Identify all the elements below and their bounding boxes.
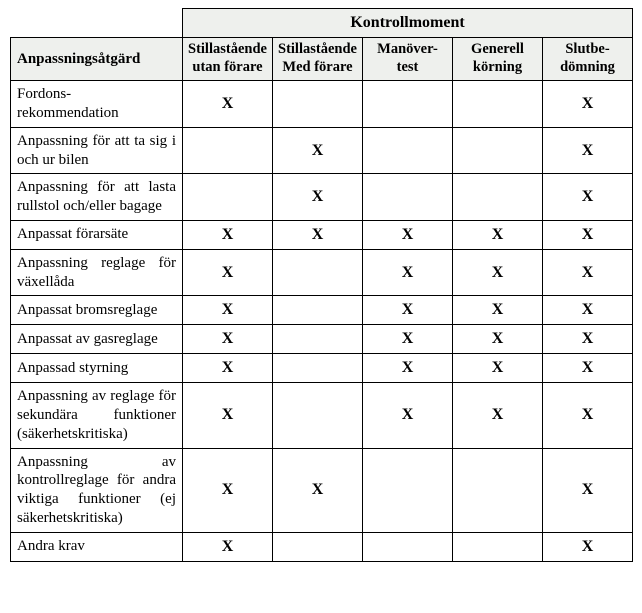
mark-cell <box>453 81 543 128</box>
mark-cell <box>363 448 453 532</box>
col-head-1-line2: Med förare <box>282 59 352 75</box>
mark-cell: X <box>183 81 273 128</box>
row-label: Fordons-rekommendation <box>11 81 183 128</box>
mark-cell <box>363 127 453 174</box>
mark-cell: X <box>543 325 633 354</box>
mark-cell: X <box>363 220 453 249</box>
col-head-4-line2: dömning <box>560 59 615 75</box>
mark-cell: X <box>183 249 273 296</box>
mark-cell <box>453 127 543 174</box>
mark-cell <box>273 296 363 325</box>
table-row: Anpassat förarsäteXXXXX <box>11 220 633 249</box>
mark-cell: X <box>273 127 363 174</box>
kontrollmoment-table: Kontrollmoment Anpassningsåtgärd Stillas… <box>10 8 633 562</box>
row-label: Andra krav <box>11 532 183 561</box>
table-row: Andra kravXX <box>11 532 633 561</box>
mark-cell <box>453 174 543 221</box>
mark-cell: X <box>543 249 633 296</box>
col-head-0-line2: utan förare <box>192 59 262 75</box>
table-row: Anpassning för att lasta rullstol och/el… <box>11 174 633 221</box>
mark-cell: X <box>273 220 363 249</box>
col-head-0-line1: Stillastående <box>188 41 267 57</box>
mark-cell: X <box>183 532 273 561</box>
table-body: Fordons-rekommendationXXAnpassning för a… <box>11 81 633 561</box>
mark-cell: X <box>363 249 453 296</box>
mark-cell: X <box>363 383 453 448</box>
mark-cell: X <box>543 383 633 448</box>
table-row: Anpassning av reglage för sekundära funk… <box>11 383 633 448</box>
mark-cell: X <box>453 383 543 448</box>
mark-cell: X <box>183 296 273 325</box>
mark-cell <box>453 448 543 532</box>
col-head-3-line1: Generell <box>471 41 524 57</box>
header-row: Anpassningsåtgärd Stillastående utan för… <box>11 38 633 81</box>
table-row: Anpassning reglage för växellådaXXXX <box>11 249 633 296</box>
mark-cell: X <box>543 81 633 128</box>
mark-cell: X <box>183 354 273 383</box>
mark-cell: X <box>363 325 453 354</box>
mark-cell: X <box>183 448 273 532</box>
row-label: Anpassning reglage för växellåda <box>11 249 183 296</box>
row-header-title: Anpassningsåtgärd <box>11 38 183 81</box>
row-label: Anpassning för att ta sig i och ur bilen <box>11 127 183 174</box>
col-head-2: Manöver- test <box>363 38 453 81</box>
mark-cell: X <box>183 325 273 354</box>
mark-cell: X <box>543 532 633 561</box>
table-row: Anpassat bromsreglageXXXX <box>11 296 633 325</box>
col-head-4-line1: Slutbe- <box>565 41 609 57</box>
mark-cell: X <box>363 354 453 383</box>
mark-cell: X <box>543 296 633 325</box>
mark-cell: X <box>453 325 543 354</box>
table-row: Anpassad styrningXXXX <box>11 354 633 383</box>
col-head-3: Generell körning <box>453 38 543 81</box>
mark-cell <box>453 532 543 561</box>
mark-cell: X <box>543 220 633 249</box>
mark-cell <box>363 174 453 221</box>
mark-cell <box>273 325 363 354</box>
table-row: Anpassat av gasreglageXXXX <box>11 325 633 354</box>
row-label: Anpassad styrning <box>11 354 183 383</box>
group-header: Kontrollmoment <box>183 9 633 38</box>
col-head-2-line1: Manöver- <box>377 41 438 57</box>
mark-cell: X <box>543 127 633 174</box>
mark-cell: X <box>183 220 273 249</box>
mark-cell <box>273 249 363 296</box>
mark-cell <box>273 81 363 128</box>
mark-cell: X <box>453 249 543 296</box>
row-label: Anpassning av reglage för sekundära funk… <box>11 383 183 448</box>
col-head-0: Stillastående utan förare <box>183 38 273 81</box>
row-label: Anpassning för att lasta rullstol och/el… <box>11 174 183 221</box>
mark-cell: X <box>543 448 633 532</box>
mark-cell: X <box>183 383 273 448</box>
col-head-3-line2: körning <box>473 59 522 75</box>
mark-cell: X <box>273 448 363 532</box>
row-label: Anpassat förarsäte <box>11 220 183 249</box>
mark-cell: X <box>273 174 363 221</box>
table-row: Anpassning av kontrollreglage för andra … <box>11 448 633 532</box>
mark-cell <box>183 174 273 221</box>
mark-cell <box>363 81 453 128</box>
blank-corner <box>11 9 183 38</box>
col-head-1: Stillastående Med förare <box>273 38 363 81</box>
mark-cell: X <box>363 296 453 325</box>
mark-cell: X <box>453 220 543 249</box>
mark-cell <box>273 383 363 448</box>
mark-cell <box>273 354 363 383</box>
row-label: Anpassat bromsreglage <box>11 296 183 325</box>
mark-cell <box>183 127 273 174</box>
col-head-1-line1: Stillastående <box>278 41 357 57</box>
table-row: Anpassning för att ta sig i och ur bilen… <box>11 127 633 174</box>
mark-cell: X <box>453 354 543 383</box>
table-row: Fordons-rekommendationXX <box>11 81 633 128</box>
mark-cell: X <box>543 174 633 221</box>
mark-cell: X <box>453 296 543 325</box>
row-label: Anpassning av kontrollreglage för andra … <box>11 448 183 532</box>
col-head-4: Slutbe- dömning <box>543 38 633 81</box>
mark-cell <box>273 532 363 561</box>
mark-cell <box>363 532 453 561</box>
col-head-2-line2: test <box>397 59 419 75</box>
row-label: Anpassat av gasreglage <box>11 325 183 354</box>
mark-cell: X <box>543 354 633 383</box>
